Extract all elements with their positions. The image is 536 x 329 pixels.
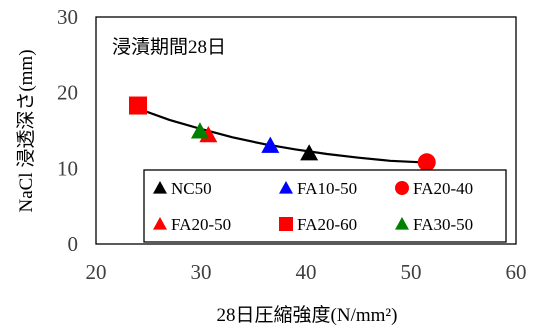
plot-frame (95, 16, 517, 245)
tick-labels: 20 30 40 50 60 0 10 20 30 (57, 5, 527, 284)
legend-label-fa10-50: FA10-50 (297, 179, 357, 198)
data-points (129, 96, 436, 172)
x-tick-label: 30 (191, 260, 212, 284)
legend-label-fa30-50: FA30-50 (413, 215, 473, 234)
immersion-period-annotation: 浸漬期間28日 (112, 36, 226, 58)
plot-axes (95, 16, 517, 245)
y-tick-label: 20 (57, 81, 78, 105)
legend-label-fa20-60: FA20-60 (297, 215, 357, 234)
x-axis-title: 28日圧縮強度(N/mm²) (217, 304, 398, 326)
y-tick-label: 10 (57, 156, 78, 180)
data-point-nc50 (300, 144, 319, 161)
x-tick-label: 20 (86, 260, 107, 284)
legend-marker-fa20-60 (279, 217, 293, 231)
data-point-fa20-40 (417, 153, 436, 172)
x-tick-label: 40 (296, 260, 317, 284)
y-tick-label: 30 (57, 5, 78, 29)
x-tick-label: 60 (506, 260, 527, 284)
legend-label-fa20-50: FA20-50 (171, 215, 231, 234)
x-tick-label: 50 (401, 260, 422, 284)
legend-marker-fa30-50 (395, 217, 409, 230)
legend-marker-nc50 (153, 181, 167, 194)
y-tick-label: 0 (68, 232, 79, 256)
legend: NC50 FA10-50 FA20-40 FA20-50 FA20-60 FA30-50 (143, 169, 507, 243)
trendline (137, 107, 422, 164)
legend-marker-fa20-40 (395, 181, 409, 195)
legend-marker-fa10-50 (279, 181, 293, 194)
legend-label-nc50: NC50 (171, 179, 212, 198)
data-point-fa20-60 (129, 96, 147, 115)
y-axis-title: NaCl 浸透深さ(mm) (15, 49, 37, 212)
data-point-fa30-50 (190, 122, 209, 139)
legend-label-fa20-40: FA20-40 (413, 179, 473, 198)
legend-marker-fa20-50 (153, 217, 167, 230)
legend-box (143, 169, 507, 243)
data-point-fa10-50 (261, 136, 280, 153)
